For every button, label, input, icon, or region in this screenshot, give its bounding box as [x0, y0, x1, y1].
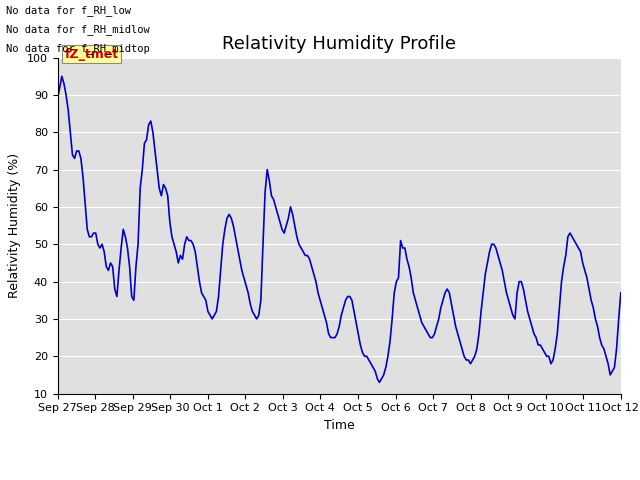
- Title: Relativity Humidity Profile: Relativity Humidity Profile: [222, 35, 456, 53]
- Legend: 22m: 22m: [299, 474, 380, 480]
- Text: fZ_tmet: fZ_tmet: [65, 48, 118, 60]
- Text: No data for f_RH_midtop: No data for f_RH_midtop: [6, 43, 150, 54]
- Text: No data for f_RH_low: No data for f_RH_low: [6, 5, 131, 16]
- Text: No data for f_RH_midlow: No data for f_RH_midlow: [6, 24, 150, 35]
- X-axis label: Time: Time: [324, 419, 355, 432]
- Y-axis label: Relativity Humidity (%): Relativity Humidity (%): [8, 153, 21, 298]
